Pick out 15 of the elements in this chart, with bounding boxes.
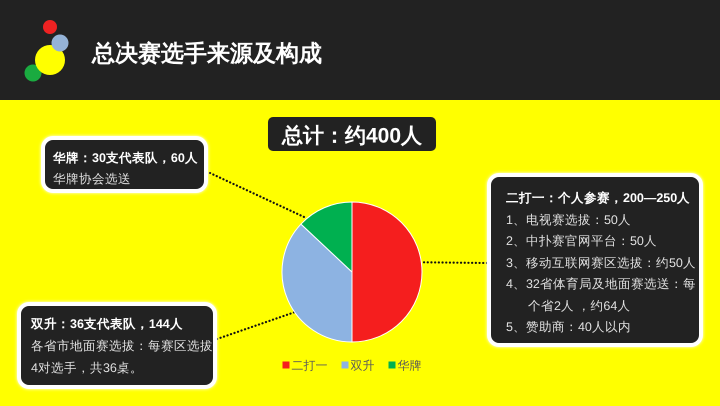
text: 1、电视赛选拔：50人 <box>506 212 632 228</box>
text: 2、中扑赛官网平台：50人 <box>506 233 658 250</box>
text: 华牌：30支代表队，60人 <box>53 150 199 167</box>
chart-subtitle: 总计：约400人 <box>280 124 424 148</box>
text: 4、32省体育局及地面赛选送：每个省2人 ，约64人 <box>506 276 696 314</box>
legend-label: 双升 <box>350 358 374 372</box>
chart-title: 总决赛选手来源及构成 <box>91 40 322 66</box>
text: 各省市地面赛选拔：每赛区选拔4对选手，共36桌。 <box>31 338 213 377</box>
text: 双升：36支代表队，144人 <box>31 316 184 333</box>
text: 5、赞助商：40人以内 <box>506 319 632 336</box>
legend-label: 二打一 <box>292 358 328 372</box>
text: 华牌协会选送 <box>53 171 132 188</box>
text: 二打一：个人参赛，200—250人 <box>506 190 692 207</box>
legend-label: 华牌 <box>398 358 422 372</box>
text: 3、移动互联网赛区选拔：约50人 <box>506 254 696 272</box>
